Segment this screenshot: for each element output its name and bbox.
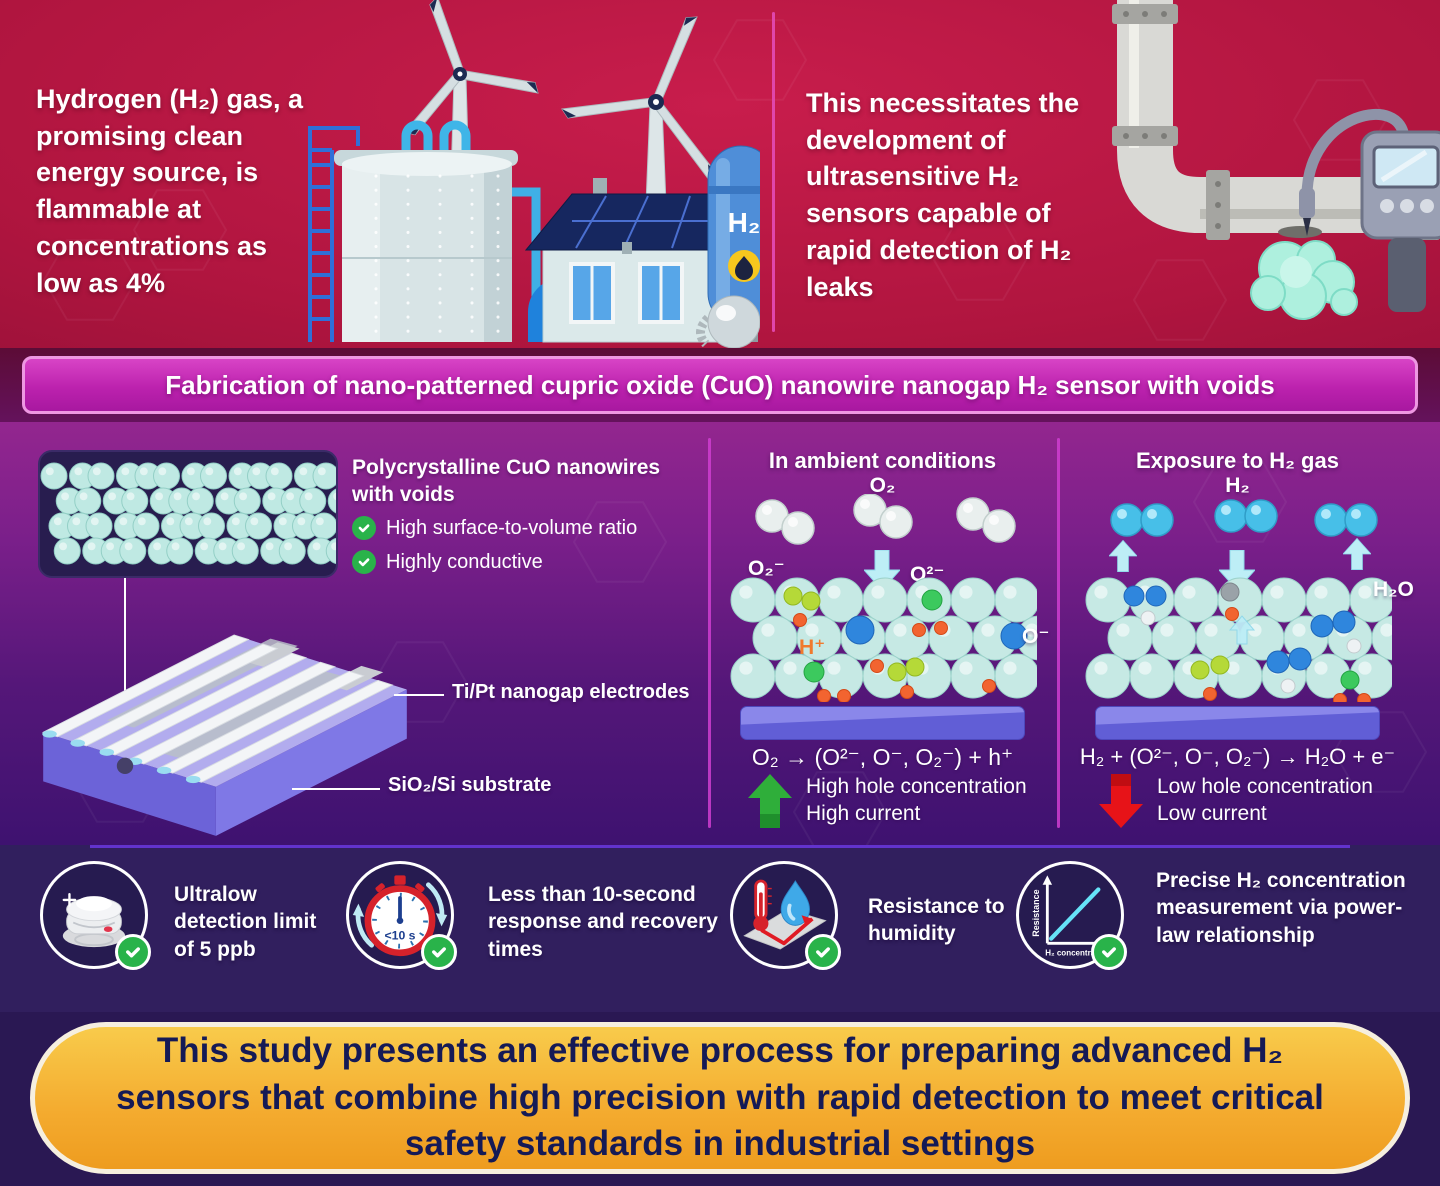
exposure-panel: Exposure to H₂ gas H₂	[1057, 422, 1418, 845]
panel-divider	[1057, 438, 1060, 828]
response-time-text: Less than 10-second response and recover…	[488, 883, 718, 961]
section-title-banner: Fabrication of nano-patterned cupric oxi…	[22, 356, 1418, 414]
top-band: Hydrogen (H₂) gas, a promising clean ene…	[0, 0, 1440, 348]
humidity-text: Resistance to humidity	[868, 895, 1005, 946]
detection-limit-text: Ultralow detection limit of 5 ppb	[174, 883, 317, 961]
conclusion-text: This study presents an effective process…	[116, 1031, 1324, 1164]
exposure-effect-line2: Low current	[1157, 802, 1267, 825]
high-current-up-arrow-icon	[748, 774, 792, 828]
ambient-panel: In ambient conditions O₂ O₂⁻ O²⁻	[708, 422, 1057, 845]
proton-label: H⁺	[799, 636, 825, 659]
cuo-lattice-ambient: H⁺	[730, 577, 1037, 702]
h2o-label: H₂O	[1373, 578, 1414, 601]
power-law-text: Precise H₂ concentration measurement via…	[1156, 869, 1406, 947]
top-section-divider	[772, 12, 775, 332]
check-icon	[352, 516, 376, 540]
feature-surface-ratio: High surface-to-volume ratio	[352, 516, 637, 540]
pipeline-leak-illustration	[1112, 0, 1440, 320]
power-law-badge: Resistance H₂ concentration	[1016, 861, 1127, 970]
reaction-species	[1123, 582, 1371, 702]
key-results-strip: Ultralow detection limit of 5 ppb <10 s	[0, 845, 1440, 1012]
response-time-badge: <10 s	[346, 861, 457, 970]
nanowire-dot	[116, 757, 134, 775]
banner-zone: Fabrication of nano-patterned cupric oxi…	[0, 348, 1440, 422]
nanowire-heading: Polycrystalline CuO nanowires with voids	[352, 456, 661, 507]
desorption-up-arrow-icon	[1343, 537, 1371, 570]
feature-label: High surface-to-volume ratio	[386, 516, 638, 539]
stopwatch-icon: <10 s	[352, 875, 448, 957]
substrate-label-line	[292, 788, 380, 790]
electrodes-label: Ti/Pt nanogap electrodes	[452, 681, 690, 703]
fabrication-panel: Polycrystalline CuO nanowires with voids…	[0, 422, 708, 845]
electrode-label-line	[394, 694, 444, 696]
h2-vessel: H₂	[707, 145, 760, 342]
leak-cloud-icon	[1250, 240, 1358, 320]
hydrogen-plant-illustration: H₂	[308, 0, 760, 348]
humidity-badge	[730, 861, 841, 970]
sensor-chip-illustration	[41, 634, 407, 836]
ambient-effects: High hole concentration High current	[748, 774, 1027, 828]
inset-connector-line	[124, 578, 126, 766]
mechanism-section: Polycrystalline CuO nanowires with voids…	[0, 422, 1440, 845]
cuo-lattice-exposure	[1085, 577, 1392, 702]
low-current-down-arrow-icon	[1099, 774, 1143, 828]
exposure-equation: H₂ + (O²⁻, O⁻, O₂⁻) → H₂O + e⁻	[1079, 744, 1396, 769]
h2-molecules	[1110, 499, 1378, 537]
conclusion-section: This study presents an effective process…	[0, 1012, 1440, 1186]
exposure-effects: Low hole concentration Low current	[1099, 774, 1373, 828]
substrate-label: SiO₂/Si substrate	[388, 774, 552, 796]
fabrication-title: Fabrication of nano-patterned cupric oxi…	[165, 369, 1275, 400]
feature-conductive: Highly conductive	[352, 550, 543, 574]
h2-vessel-label: H₂	[728, 207, 760, 238]
check-icon	[1091, 934, 1127, 970]
h2-label: H₂	[1225, 474, 1250, 497]
feature-label: Highly conductive	[386, 550, 543, 573]
adsorbed-species	[783, 586, 1028, 702]
desorption-up-arrow-icon	[1109, 539, 1137, 572]
ambient-effect-line2: High current	[806, 802, 921, 825]
tank-ladder	[308, 126, 360, 342]
check-icon	[115, 934, 151, 970]
hydrogen-storage-tank	[334, 120, 518, 342]
smoke-detector-icon	[62, 893, 126, 948]
exposure-effect-line1: Low hole concentration	[1157, 775, 1373, 799]
sensor-need-statement: This necessitates the development of ult…	[806, 88, 1080, 302]
ambient-title: In ambient conditions	[768, 448, 997, 473]
flammability-statement: Hydrogen (H₂) gas, a promising clean ene…	[36, 84, 304, 298]
substrate-bar	[740, 706, 1025, 740]
solar-house	[524, 178, 745, 343]
superoxide-label: O₂⁻	[748, 557, 785, 580]
detection-limit-badge	[40, 861, 151, 970]
gas-detector-icon	[1299, 108, 1440, 312]
panel-divider	[708, 438, 711, 828]
check-icon	[352, 550, 376, 574]
check-icon	[805, 934, 841, 970]
ambient-equation: O₂ → (O²⁻, O⁻, O₂⁻) + h⁺	[751, 744, 1014, 770]
stopwatch-time-label: <10 s	[384, 929, 415, 943]
o-minus-label: O⁻	[1022, 625, 1050, 648]
conclusion-banner: This study presents an effective process…	[30, 1022, 1410, 1174]
humidity-resistance-icon	[743, 879, 827, 950]
sphere-tank	[696, 295, 760, 348]
substrate-bar	[1095, 706, 1380, 740]
exposure-title: Exposure to H₂ gas	[1136, 448, 1339, 473]
o2-label: O₂	[869, 474, 896, 497]
o2-molecules	[755, 494, 1016, 545]
mini-chart-ylabel: Resistance	[1031, 889, 1041, 936]
check-icon	[421, 934, 457, 970]
ambient-effect-line1: High hole concentration	[806, 775, 1027, 799]
mini-chart-xlabel: H₂ concentration	[1045, 949, 1110, 958]
cuo-nanowire-inset	[38, 450, 338, 578]
